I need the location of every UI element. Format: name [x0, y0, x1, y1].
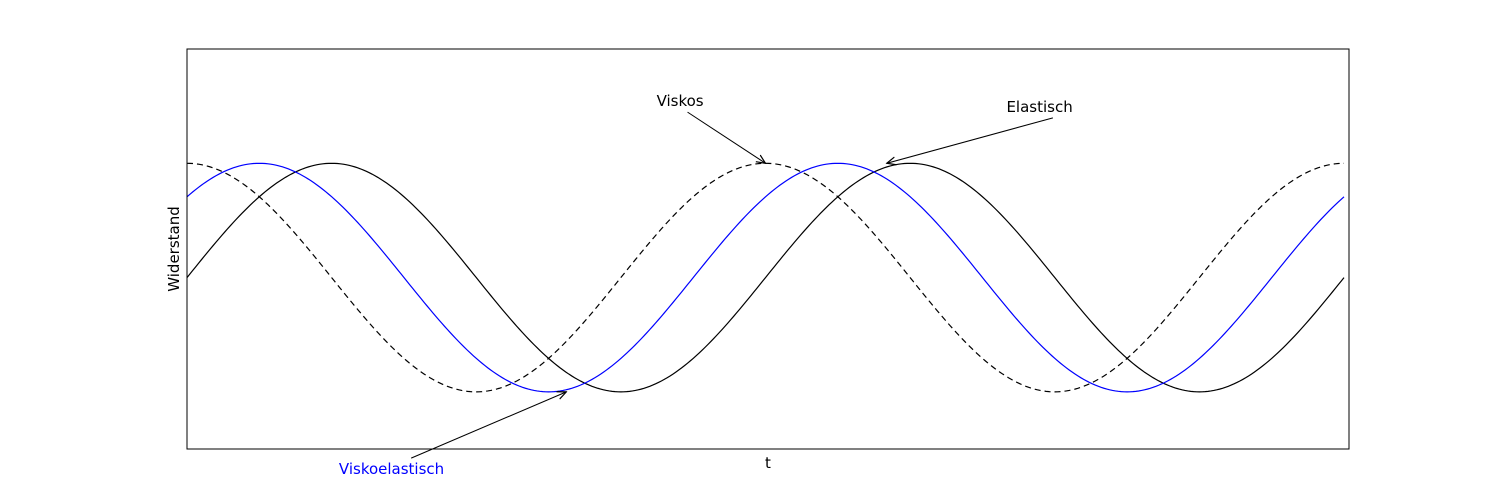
x-axis-label: t [765, 454, 771, 472]
annotation-arrow [887, 117, 1054, 163]
axes-frame [186, 48, 1350, 450]
series-line-viskoelastisch [186, 162, 1345, 393]
annotation-layer: Viskos Elastisch Viskoelastisch [339, 92, 1073, 478]
annotation-arrow [410, 392, 566, 459]
series-line-elastisch [186, 162, 1345, 393]
y-axis-label: Widerstand [165, 206, 183, 292]
annotation-label: Viskoelastisch [339, 460, 444, 478]
annotation-arrow [687, 111, 766, 163]
annotation-label: Viskos [657, 92, 704, 110]
annotation-label: Elastisch [1006, 98, 1072, 116]
